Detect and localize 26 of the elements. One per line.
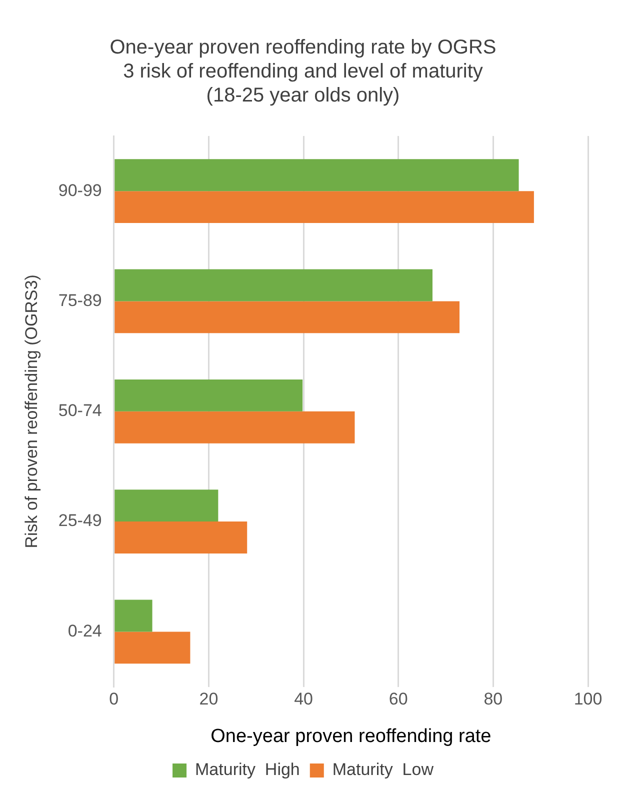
bar [114, 159, 519, 192]
x-tick-label: 60 [388, 690, 408, 709]
legend-label: Maturity High [195, 760, 300, 780]
x-tick-label: 40 [294, 690, 313, 709]
y-tick-label: 25-49 [58, 511, 102, 530]
y-tick-label: 75-89 [58, 290, 102, 310]
x-axis-title: One-year proven reoffending rate [210, 726, 492, 747]
legend-label: Maturity Low [332, 760, 434, 780]
bar [114, 411, 355, 444]
y-tick-label: 50-74 [58, 401, 102, 420]
bar [114, 191, 534, 224]
x-tick-label: 0 [109, 690, 119, 709]
bar [114, 269, 432, 302]
x-tick-label: 100 [574, 690, 602, 709]
bar [114, 632, 190, 664]
x-tick-label: 80 [484, 690, 503, 709]
bar [114, 379, 303, 412]
y-tick-label: 0-24 [68, 621, 102, 640]
bar [114, 490, 218, 522]
x-tick-label: 20 [199, 690, 218, 709]
bar [114, 522, 248, 554]
chart-title: One-year proven reoffending rate by OGRS 3 risk of reoffending and level of maturity (18-25 year olds only) [110, 36, 496, 107]
y-tick-label: 90-99 [58, 180, 102, 200]
bar [114, 600, 152, 632]
bar [114, 301, 460, 334]
y-axis-title: Risk of proven reoffending (OGRS3) [22, 274, 41, 548]
